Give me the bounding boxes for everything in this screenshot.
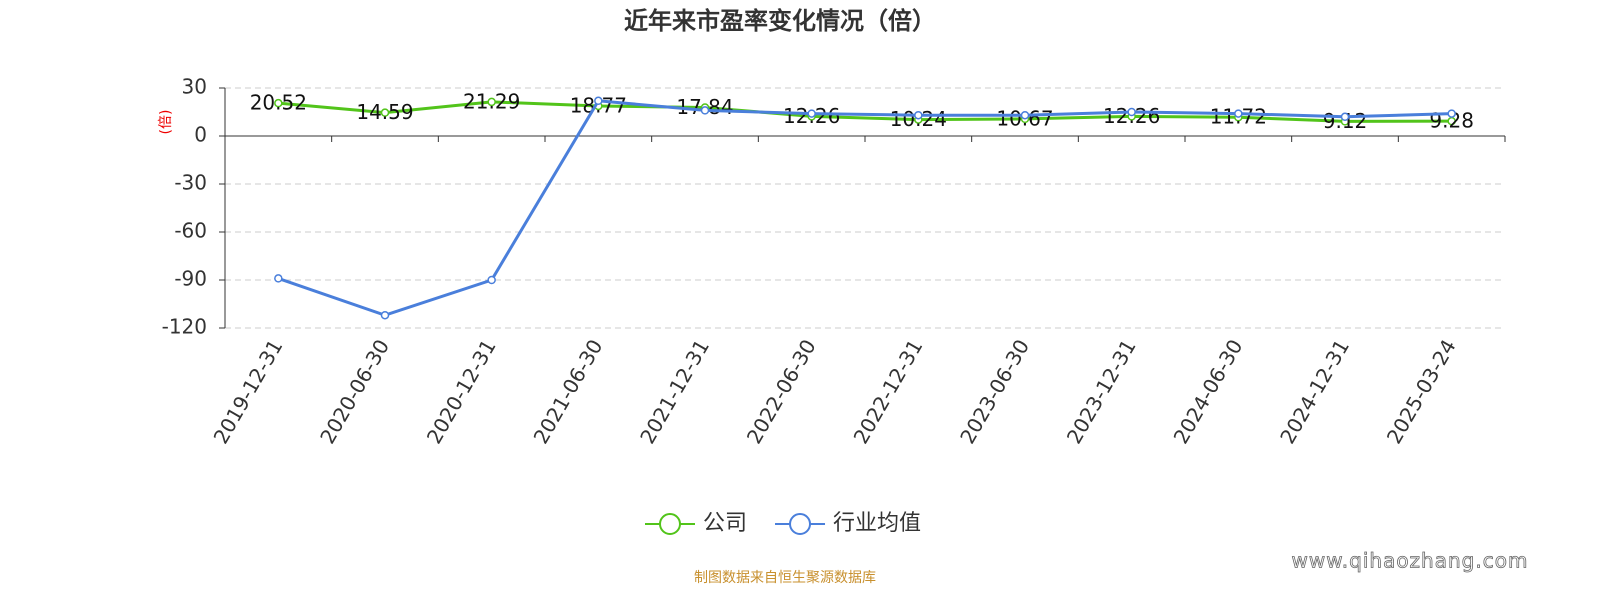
data-point (274, 98, 283, 108)
data-point (1447, 109, 1456, 118)
y-tick-label: -120 (162, 315, 207, 339)
x-tick-label: 2021-12-31 (635, 335, 714, 448)
legend-label: 行业均值 (833, 511, 921, 536)
x-tick-label: 2023-06-30 (955, 335, 1034, 448)
data-label: 14.59 (356, 100, 413, 124)
legend-marker (789, 513, 812, 535)
x-tick-label: 2020-06-30 (315, 335, 394, 448)
x-tick-label: 2022-06-30 (742, 335, 821, 448)
data-label: 20.52 (250, 91, 307, 115)
data-point (380, 108, 390, 117)
legend-marker (659, 513, 681, 535)
x-tick-label: 2024-12-31 (1275, 335, 1354, 448)
x-tick-label: 2020-12-31 (422, 335, 501, 448)
x-tick-label: 2019-12-31 (209, 335, 288, 448)
x-tick-label: 2024-06-30 (1169, 335, 1248, 448)
data-point (1234, 109, 1243, 118)
x-tick-label: 2023-12-31 (1062, 335, 1141, 448)
data-point (914, 110, 923, 120)
data-point (594, 96, 603, 106)
x-tick-label: 2022-12-31 (849, 335, 928, 448)
chart-title: 近年来市盈率变化情况（倍） (624, 7, 936, 35)
y-tick-label: -30 (174, 171, 207, 195)
series-line (277, 99, 1452, 317)
data-point (1020, 110, 1030, 120)
data-point (487, 275, 496, 285)
data-point (1340, 112, 1350, 122)
y-tick-label: -60 (174, 219, 207, 243)
series-line (278, 100, 1452, 123)
source-note: 制图数据来自恒生聚源数据库 (694, 570, 876, 586)
x-tick-label: 2025-03-24 (1382, 335, 1461, 448)
data-point (274, 274, 283, 283)
data-point (380, 310, 390, 320)
x-tick-label: 2021-06-30 (529, 335, 608, 448)
data-point (487, 97, 496, 107)
legend-label: 公司 (703, 511, 747, 536)
y-axis-label: (倍) (158, 110, 174, 135)
y-tick-label: -90 (174, 267, 207, 291)
y-tick-label: 30 (182, 75, 207, 99)
data-point (700, 106, 710, 115)
data-point (1127, 107, 1136, 117)
y-tick-label: 0 (194, 123, 207, 147)
data-point (807, 109, 816, 118)
watermark: www.qihaozhang.com (1292, 549, 1529, 573)
data-label: 21.29 (463, 89, 520, 113)
